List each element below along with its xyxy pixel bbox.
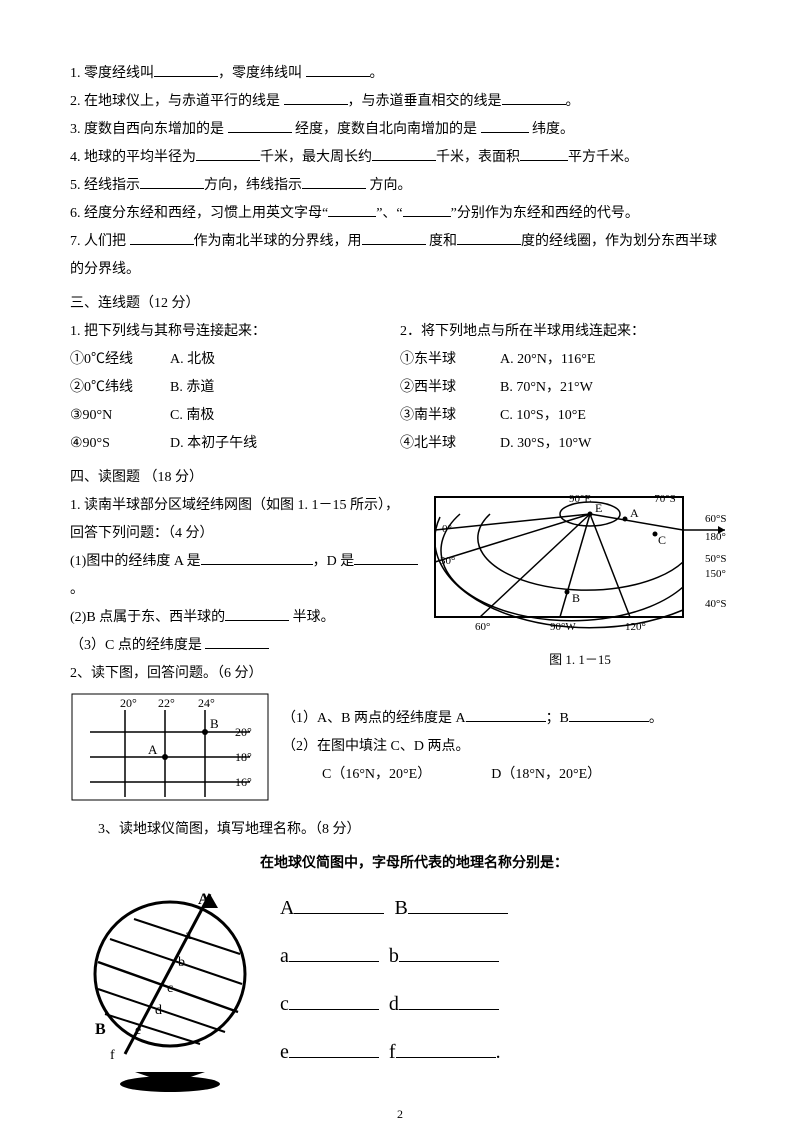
q4-2-block: 20° 22° 24° 20° 18° 16° A B （1）A、B 两点的经纬… — [70, 692, 730, 802]
svg-text:B: B — [572, 591, 580, 605]
q4-1-sub3: （3）C 点的经纬度是 — [70, 632, 430, 660]
matching-left-title: 1. 把下列线与其称号连接起来： — [70, 318, 400, 346]
q4-1-block: 1. 读南半球部分区域经纬网图（如图 1. 1－15 所示）， 回答下列问题：（… — [70, 492, 730, 688]
match-item: A. 北极 — [170, 346, 270, 374]
svg-text:b: b — [178, 955, 185, 970]
question-3: 3. 度数自西向东增加的是 经度，度数自北向南增加的是 纬度。 — [70, 116, 730, 144]
match-item: ③90°N — [70, 402, 170, 430]
svg-text:90°E: 90°E — [569, 493, 591, 505]
q4-2-D: D（18°N，20°E） — [491, 761, 601, 789]
svg-text:90°W: 90°W — [550, 621, 576, 633]
svg-text:e: e — [135, 1023, 141, 1038]
svg-text:B: B — [210, 716, 219, 731]
q4-1-intro1: 1. 读南半球部分区域经纬网图（如图 1. 1－15 所示）， — [70, 492, 430, 520]
svg-text:20°: 20° — [235, 725, 252, 739]
match-item: ①东半球 — [400, 346, 500, 374]
match-item: A. 20°N，116°E — [500, 346, 600, 374]
q4-1-sub1: (1)图中的经纬度 A 是，D 是。 — [70, 548, 430, 604]
page-number: 2 — [70, 1102, 730, 1126]
matching-right-title: 2．将下列地点与所在半球用线连起来： — [400, 318, 730, 346]
match-item: C. 10°S，10°E — [500, 402, 600, 430]
svg-text:150°: 150° — [705, 568, 726, 580]
svg-text:180°: 180° — [705, 531, 726, 543]
figure-grid: 20° 22° 24° 20° 18° 16° A B — [70, 692, 270, 802]
svg-text:50°S: 50°S — [705, 553, 727, 565]
svg-text:E: E — [595, 501, 602, 515]
question-7: 7. 人们把 作为南北半球的分界线，用 度和度的经线圈，作为划分东西半球的分界线… — [70, 228, 730, 284]
match-item: ④北半球 — [400, 430, 500, 458]
svg-text:f: f — [110, 1048, 115, 1063]
question-6: 6. 经度分东经和西经，习惯上用英文字母“”、“”分别作为东经和西经的代号。 — [70, 200, 730, 228]
svg-text:A: A — [198, 891, 210, 908]
match-item: ②西半球 — [400, 374, 500, 402]
q4-3-intro: 3、读地球仪简图，填写地理名称。（8 分） — [70, 816, 730, 844]
svg-text:60°S: 60°S — [705, 513, 727, 525]
match-item: D. 本初子午线 — [170, 430, 270, 458]
q4-2-C: C（16°N，20°E） — [322, 761, 431, 789]
match-item: B. 赤道 — [170, 374, 270, 402]
svg-text:18°: 18° — [235, 750, 252, 764]
svg-text:A: A — [148, 742, 158, 757]
match-item: D. 30°S，10°W — [500, 430, 600, 458]
svg-text:120°: 120° — [625, 621, 646, 633]
svg-text:c: c — [167, 981, 173, 996]
q4-3-bold: 在地球仪简图中，字母所代表的地理名称分别是： — [70, 850, 730, 878]
svg-text:0°: 0° — [442, 523, 452, 535]
figure-1-1-15: 90°E 70°S 60°S 180° 50°S 150° 40°S 0° 30… — [430, 492, 730, 647]
section-3-title: 三、连线题（12 分） — [70, 290, 730, 318]
svg-text:30°: 30° — [440, 555, 455, 567]
svg-text:24°: 24° — [198, 696, 215, 710]
svg-text:70°S: 70°S — [654, 493, 676, 505]
svg-text:20°: 20° — [120, 696, 137, 710]
match-item: ②0℃纬线 — [70, 374, 170, 402]
question-4: 4. 地球的平均半径为千米，最大周长约千米，表面积平方千米。 — [70, 144, 730, 172]
match-item: ③南半球 — [400, 402, 500, 430]
q4-1-sub2: (2)B 点属于东、西半球的 半球。 — [70, 604, 430, 632]
q4-2-sub2: （2）在图中填注 C、D 两点。 — [282, 733, 730, 761]
svg-text:d: d — [155, 1003, 162, 1018]
match-item: ①0℃经线 — [70, 346, 170, 374]
match-item: B. 70°N，21°W — [500, 374, 600, 402]
svg-text:16°: 16° — [235, 775, 252, 789]
q4-2-sub1: （1）A、B 两点的经纬度是 A；B。 — [282, 705, 730, 733]
svg-text:22°: 22° — [158, 696, 175, 710]
question-1: 1. 零度经线叫，零度纬线叫 。 — [70, 60, 730, 88]
svg-text:A: A — [630, 506, 639, 520]
question-2: 2. 在地球仪上，与赤道平行的线是 ，与赤道垂直相交的线是。 — [70, 88, 730, 116]
figure-1-caption: 图 1. 1－15 — [430, 647, 730, 673]
svg-text:B: B — [95, 1021, 106, 1038]
q4-1-intro2: 回答下列问题：（4 分） — [70, 520, 430, 548]
section-4-title: 四、读图题 （18 分） — [70, 464, 730, 492]
svg-text:a: a — [185, 928, 192, 943]
figure-globe: A a b c d e B f — [70, 884, 270, 1094]
svg-text:40°S: 40°S — [705, 598, 727, 610]
q4-2-intro: 2、读下图，回答问题。（6 分） — [70, 660, 430, 688]
question-5: 5. 经线指示方向，纬线指示 方向。 — [70, 172, 730, 200]
answer-lines: A B a b c d e f. — [270, 884, 508, 1076]
matching-container: 1. 把下列线与其称号连接起来： ①0℃经线A. 北极 ②0℃纬线B. 赤道 ③… — [70, 318, 730, 458]
match-item: C. 南极 — [170, 402, 270, 430]
match-item: ④90°S — [70, 430, 170, 458]
svg-text:60°: 60° — [475, 621, 490, 633]
svg-text:C: C — [658, 533, 666, 547]
